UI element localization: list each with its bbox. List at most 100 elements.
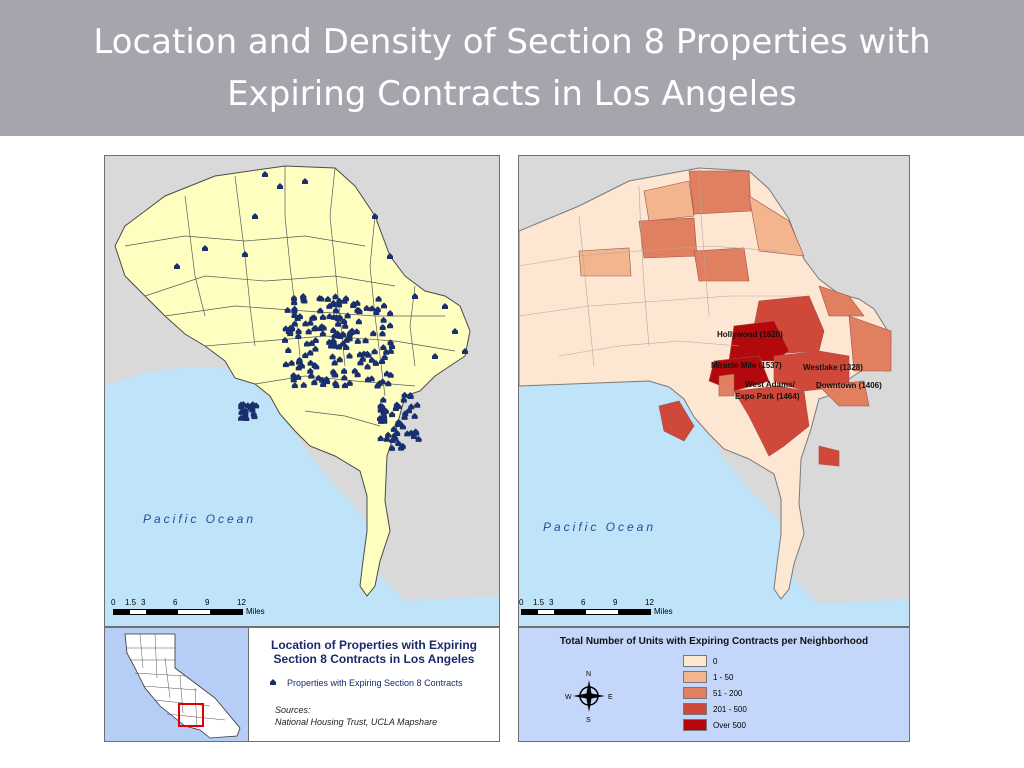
legend-class-label: 51 - 200: [713, 688, 743, 698]
property-location-map: Pacific Ocean 0 1.5 3 6 9 12 Miles: [104, 155, 500, 627]
property-marker: [387, 371, 394, 378]
property-marker: [295, 328, 302, 335]
label-hollywood: Hollywood (1620): [717, 330, 783, 339]
property-marker: [290, 372, 297, 379]
property-marker: [379, 357, 386, 364]
legend-item-property: Properties with Expiring Section 8 Contr…: [269, 678, 463, 688]
property-marker: [342, 322, 349, 329]
legend-class-row: 51 - 200: [683, 687, 742, 699]
unit-density-map: Pacific Ocean Hollywood (1620) Miracle M…: [518, 155, 910, 627]
property-marker: [340, 340, 347, 347]
scale-tick-label: 1.5: [125, 598, 137, 607]
property-marker: [238, 401, 245, 408]
property-marker: [414, 401, 421, 408]
property-marker: [346, 352, 353, 359]
scale-bar-graphic: [521, 609, 651, 615]
property-marker: [305, 328, 312, 335]
property-marker: [335, 320, 342, 327]
property-marker: [337, 332, 344, 339]
label-downtown: Downtown (1406): [816, 381, 882, 390]
property-marker: [287, 324, 294, 331]
property-marker: [353, 328, 360, 335]
property-marker: [331, 359, 338, 366]
property-marker: [302, 320, 309, 327]
property-markers: [174, 171, 468, 451]
property-marker: [242, 251, 248, 257]
property-marker: [336, 356, 343, 363]
property-marker: [380, 396, 387, 403]
california-locator-inset: [105, 628, 249, 741]
property-marker: [368, 356, 375, 363]
property-marker: [291, 299, 298, 306]
property-marker: [302, 352, 309, 359]
property-marker: [379, 330, 386, 337]
property-marker: [381, 407, 388, 414]
property-marker: [290, 294, 297, 301]
property-marker: [296, 313, 303, 320]
property-marker: [238, 408, 245, 415]
property-marker: [341, 297, 348, 304]
property-marker: [324, 295, 331, 302]
label-west-adams: West Adams/: [745, 380, 795, 389]
choropleth-neighborhoods: [578, 170, 892, 467]
property-marker: [243, 414, 250, 421]
property-marker: [351, 367, 358, 374]
unit-density-map-graphic: [519, 167, 909, 626]
property-marker: [326, 338, 333, 345]
property-marker: [296, 356, 303, 363]
property-marker: [383, 348, 390, 355]
property-marker: [405, 407, 412, 414]
sources-label: Sources:: [275, 705, 311, 715]
legend-class-swatch: [683, 687, 707, 699]
legend-title: Total Number of Units with Expiring Cont…: [559, 636, 869, 647]
property-marker: [202, 245, 208, 251]
property-marker: [302, 178, 308, 184]
property-marker: [401, 413, 408, 420]
legend-class-row: Over 500: [683, 719, 746, 731]
property-marker: [442, 303, 448, 309]
compass-rose: N S W E: [565, 668, 625, 729]
property-marker: [291, 305, 298, 312]
slide-title-line-1: Location and Density of Section 8 Proper…: [93, 22, 931, 62]
property-marker: [282, 336, 289, 343]
property-marker: [415, 435, 422, 442]
property-marker: [300, 293, 307, 300]
legend-class-label: 201 - 500: [713, 704, 747, 714]
property-marker: [250, 410, 257, 417]
california-locator-map: [124, 633, 241, 739]
property-marker: [349, 327, 356, 334]
property-marker: [374, 382, 381, 389]
property-marker: [387, 339, 394, 346]
legend-class-swatch: [683, 703, 707, 715]
property-marker: [377, 435, 384, 442]
legend-class-label: 0: [713, 656, 718, 666]
scale-tick-label: 6: [581, 598, 586, 607]
property-marker: [307, 367, 314, 374]
scale-tick-label: 0: [111, 598, 116, 607]
choropleth-neighborhood: [718, 373, 735, 397]
property-marker: [362, 337, 369, 344]
property-marker: [252, 213, 258, 219]
property-marker: [291, 382, 298, 389]
property-marker: [346, 379, 353, 386]
choropleth-neighborhood: [818, 380, 870, 407]
choropleth-neighborhood: [818, 285, 865, 317]
property-marker: [373, 309, 380, 316]
property-marker: [262, 171, 268, 177]
property-marker: [364, 363, 371, 370]
property-marker: [407, 393, 414, 400]
ocean-area: [519, 369, 909, 626]
choropleth-neighborhood: [643, 180, 695, 222]
compass-s: S: [586, 717, 591, 724]
property-marker: [371, 348, 378, 355]
property-marker: [248, 402, 255, 409]
property-marker: [388, 444, 395, 451]
legend-class-row: 0: [683, 655, 717, 667]
property-marker: [312, 324, 319, 331]
ocean-area: [105, 366, 499, 626]
property-marker: [381, 354, 388, 361]
scale-bar-unit: Miles: [654, 607, 673, 616]
choropleth-neighborhood: [848, 315, 892, 372]
property-marker: [364, 376, 371, 383]
property-marker: [284, 306, 291, 313]
